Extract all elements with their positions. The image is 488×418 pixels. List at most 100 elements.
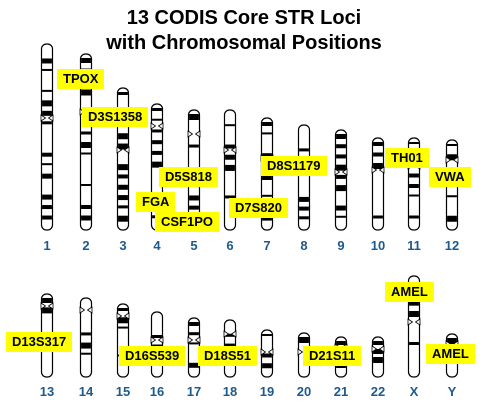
chromosome-band [336, 164, 346, 171]
chromosome-band [81, 352, 91, 355]
centromere [334, 168, 348, 176]
locus-label-d7s820: D7S820 [229, 198, 288, 218]
chromosome-band [336, 154, 346, 159]
chromosome-band [409, 311, 419, 317]
chromosome-band [299, 148, 309, 152]
chromosome-band [81, 184, 91, 186]
chromosome-band [118, 164, 128, 171]
chromosome-band [409, 215, 419, 219]
chromosome-band [42, 173, 52, 179]
chromosome-band [189, 322, 199, 326]
chromosome-band [447, 154, 457, 161]
chromosome-band [118, 326, 128, 329]
chromosome-band [189, 114, 199, 120]
chromosome-band [42, 152, 52, 157]
chromosome-label-3: 3 [119, 238, 127, 253]
chromosome-band [81, 58, 91, 63]
chromosome-label-14: 14 [78, 384, 94, 399]
locus-label-th01: TH01 [385, 148, 429, 168]
chromosome-band [42, 58, 52, 64]
chromosome-band [152, 140, 162, 145]
chromosome-band [336, 215, 346, 218]
chromosome-17 [187, 317, 201, 378]
locus-label-amel-y: AMEL [426, 344, 475, 364]
chromosome-band [447, 144, 457, 146]
centromere [150, 122, 164, 130]
chromosome-band [81, 342, 91, 349]
chromosome-label-16: 16 [149, 384, 165, 399]
centromere [223, 146, 237, 154]
chromosome-label-10: 10 [370, 238, 386, 253]
centromere [79, 306, 93, 314]
chromosome-15 [116, 303, 130, 378]
chromosome-22 [371, 336, 385, 378]
chromosome-band [42, 215, 52, 220]
centromere [371, 166, 385, 174]
chromosome-band [81, 205, 91, 209]
chromosome-label-x: X [409, 384, 419, 399]
chromosome-band [409, 194, 419, 197]
chromosome-band [118, 184, 128, 190]
chromosome-band [225, 164, 235, 171]
chromosome-band [42, 110, 52, 116]
chromosome-band [262, 353, 272, 358]
chromosome-band [225, 124, 235, 127]
chromosome-band [299, 196, 309, 202]
chromosome-band [299, 216, 309, 220]
chromosome-band [447, 215, 457, 222]
chromosome-band [81, 152, 91, 155]
centromere [116, 312, 130, 320]
chromosome-band [373, 163, 383, 169]
chromosome-band [409, 184, 419, 188]
chromosome-label-7: 7 [263, 238, 271, 253]
chromosome-band [42, 68, 52, 71]
chromosome-8-body [297, 124, 311, 231]
centromere [187, 130, 201, 138]
chromosome-band [189, 342, 199, 345]
chromosome-label-9: 9 [337, 238, 345, 253]
chromosome-band [42, 298, 52, 303]
chromosome-band [262, 132, 272, 135]
locus-label-d3s1358: D3S1358 [82, 107, 149, 127]
chromosome-band [225, 195, 235, 199]
chromosome-band [262, 122, 272, 126]
locus-label-d16s539: D16S539 [119, 346, 186, 366]
chromosome-band [152, 108, 162, 111]
chromosome-band [373, 142, 383, 146]
chromosome-band [118, 174, 128, 179]
chromosome-label-13: 13 [39, 384, 55, 399]
chromosome-9 [334, 129, 348, 231]
locus-label-d13s317: D13S317 [6, 332, 73, 352]
chromosome-band [42, 121, 52, 125]
locus-label-fga: FGA [136, 192, 176, 212]
chromosome-14-body [79, 297, 93, 378]
chromosome-band [189, 332, 199, 336]
chromosome-band [118, 92, 128, 95]
chromosome-label-15: 15 [115, 384, 131, 399]
chromosome-band [225, 343, 235, 347]
chromosome-label-12: 12 [444, 238, 460, 253]
locus-label-d5s818: D5S818 [159, 167, 218, 187]
chromosome-band [336, 341, 346, 345]
locus-label-amel-x: AMEL [385, 282, 434, 302]
chromosome-band [336, 134, 346, 139]
chromosome-band [42, 89, 52, 92]
chromosome-band [336, 205, 346, 211]
centromere [150, 336, 164, 344]
locus-label-d18s51: D18S51 [198, 346, 257, 366]
chromosome-band [262, 174, 272, 180]
chromosome-band [409, 300, 419, 306]
chromosome-band [42, 205, 52, 210]
chromosome-band [225, 144, 235, 149]
chromosome-band [373, 215, 383, 219]
chromosome-band [118, 143, 128, 150]
chromosome-band [262, 363, 272, 369]
chromosome-band [373, 341, 383, 345]
chromosome-band [299, 337, 309, 343]
chromosome-14 [79, 297, 93, 378]
chromosome-band [373, 152, 383, 157]
chromosome-label-20: 20 [296, 384, 312, 399]
chromosome-band [225, 154, 235, 160]
centromere [445, 156, 459, 164]
chromosome-band [262, 153, 272, 157]
